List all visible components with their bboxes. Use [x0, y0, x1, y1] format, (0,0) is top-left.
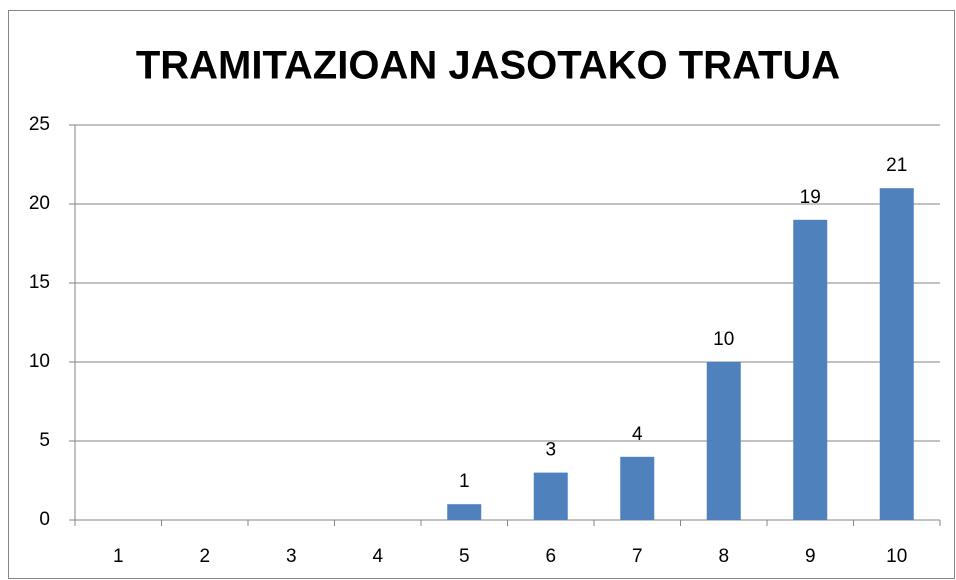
bar: [447, 504, 482, 520]
x-tick-label: 7: [632, 546, 643, 567]
bar: [879, 188, 914, 520]
y-tick-label: 20: [29, 193, 50, 214]
data-label: 10: [713, 329, 734, 350]
data-label: 21: [886, 155, 907, 176]
y-tick-label: 25: [29, 114, 50, 135]
chart-title: TRAMITAZIOAN JASOTAKO TRATUA: [136, 44, 840, 88]
x-tick-label: 3: [286, 546, 297, 567]
x-tick-label: 5: [459, 546, 470, 567]
x-tick-label: 8: [718, 546, 729, 567]
data-label: 4: [632, 424, 643, 445]
y-tick-label: 10: [29, 351, 50, 372]
bar: [533, 472, 568, 520]
bar: [706, 362, 741, 520]
x-tick-label: 4: [372, 546, 383, 567]
bar: [620, 456, 655, 520]
x-tick-label: 2: [199, 546, 210, 567]
bar: [793, 219, 828, 521]
x-tick-label: 6: [545, 546, 556, 567]
x-tick-label: 1: [113, 546, 124, 567]
y-tick-label: 0: [39, 509, 50, 530]
data-label: 3: [545, 440, 556, 461]
y-tick-label: 5: [39, 430, 50, 451]
x-tick-label: 10: [886, 546, 907, 567]
x-tick-label: 9: [805, 546, 816, 567]
data-label: 1: [459, 471, 470, 492]
y-tick-label: 15: [29, 272, 50, 293]
data-label: 19: [800, 187, 821, 208]
